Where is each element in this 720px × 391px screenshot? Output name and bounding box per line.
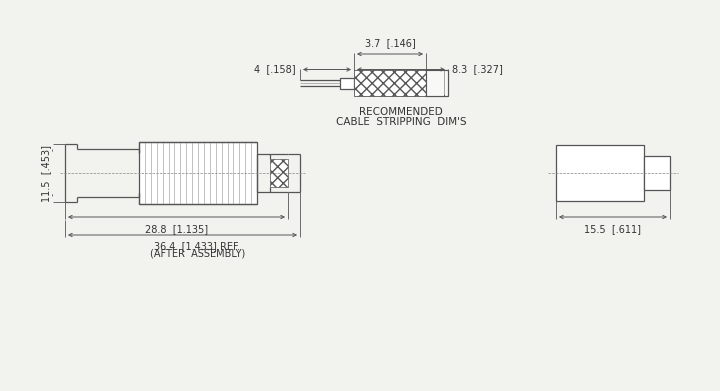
Bar: [426, 70, 448, 96]
Bar: [556, 145, 644, 201]
Text: CABLE  STRIPPING  DIM'S: CABLE STRIPPING DIM'S: [336, 117, 467, 127]
Text: 15.5  [.611]: 15.5 [.611]: [585, 224, 642, 234]
Text: RECOMMENDED: RECOMMENDED: [359, 107, 443, 117]
Bar: [270, 159, 288, 187]
Text: 4  [.158]: 4 [.158]: [254, 65, 296, 75]
Bar: [139, 142, 257, 204]
Bar: [427, 71, 447, 95]
Text: 3.7  [.146]: 3.7 [.146]: [364, 38, 415, 48]
Text: 8.3  [.327]: 8.3 [.327]: [452, 65, 503, 75]
Text: 28.8  [1.135]: 28.8 [1.135]: [145, 224, 208, 234]
Text: (AFTER  ASSEMBLY): (AFTER ASSEMBLY): [150, 249, 245, 259]
Bar: [354, 70, 426, 96]
Bar: [340, 77, 354, 88]
Text: 36.4  [1.433] REF.: 36.4 [1.433] REF.: [155, 241, 240, 251]
Bar: [644, 156, 670, 190]
Text: 11.5  [.453]: 11.5 [.453]: [41, 145, 51, 201]
